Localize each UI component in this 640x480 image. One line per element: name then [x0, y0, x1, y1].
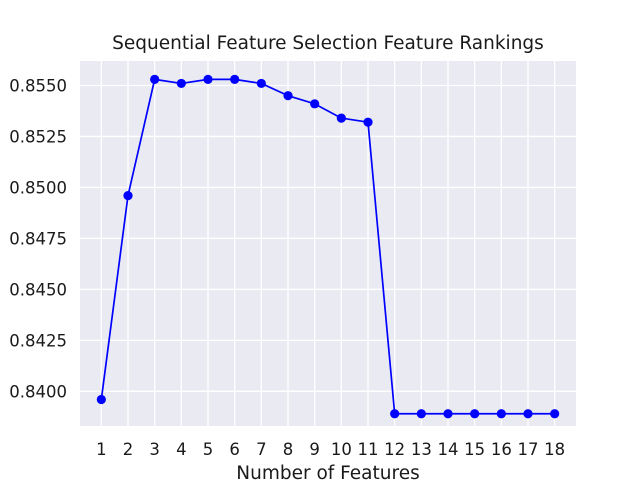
- x-tick-labels: 1 2 3 4 5 6 7 8 9 10 11 12 13 14 15 16 17 18: [96, 440, 565, 459]
- x-tick-label: 2: [123, 440, 134, 459]
- y-tick-labels: 0.8400 0.8425 0.8450 0.8475 0.8500 0.8525 0.85…: [9, 76, 67, 401]
- x-tick-label: 11: [358, 440, 379, 459]
- y-tick-label: 0.8450: [9, 280, 67, 299]
- y-tick-label: 0.8475: [9, 229, 67, 248]
- data-point: [176, 78, 186, 89]
- x-tick-label: 1: [96, 440, 107, 459]
- x-axis-label: Number of Features: [236, 463, 419, 480]
- x-tick-label: 16: [491, 440, 512, 459]
- data-point: [470, 409, 480, 419]
- x-tick-label: 6: [229, 440, 240, 459]
- x-tick-label: 13: [411, 440, 432, 459]
- x-tick-label: 7: [256, 440, 267, 459]
- x-tick-label: 9: [309, 440, 320, 459]
- y-tick-label: 0.8550: [9, 76, 67, 95]
- data-point: [336, 113, 346, 123]
- series-layer: [96, 74, 560, 419]
- data-point: [550, 409, 560, 419]
- data-point: [363, 117, 373, 127]
- data-point: [150, 74, 160, 84]
- x-tick-label: 10: [331, 440, 352, 459]
- data-point: [123, 190, 133, 201]
- y-tick-label: 0.8525: [9, 127, 67, 146]
- x-tick-label: 3: [149, 440, 160, 459]
- plot-area: [80, 61, 576, 426]
- gridlines: [80, 61, 576, 426]
- data-point: [203, 74, 213, 84]
- x-tick-label: 4: [176, 440, 187, 459]
- data-point: [96, 394, 106, 405]
- x-tick-label: 14: [438, 440, 459, 459]
- data-point: [230, 74, 240, 84]
- data-point: [310, 99, 320, 109]
- data-point: [416, 409, 426, 419]
- data-point: [496, 409, 506, 419]
- y-tick-label: 0.8500: [9, 178, 67, 197]
- x-tick-label: 15: [464, 440, 485, 459]
- chart-title: Sequential Feature Selection Feature Ran…: [112, 33, 544, 54]
- data-point: [256, 78, 266, 89]
- y-tick-label: 0.8425: [9, 331, 67, 350]
- x-tick-label: 18: [544, 440, 565, 459]
- x-tick-label: 12: [384, 440, 405, 459]
- data-point: [523, 409, 533, 419]
- x-tick-label: 17: [518, 440, 539, 459]
- data-point: [283, 91, 293, 101]
- x-tick-label: 5: [203, 440, 214, 459]
- y-tick-label: 0.8400: [9, 382, 67, 401]
- data-point: [390, 409, 400, 419]
- data-point: [443, 409, 453, 419]
- x-tick-label: 8: [283, 440, 294, 459]
